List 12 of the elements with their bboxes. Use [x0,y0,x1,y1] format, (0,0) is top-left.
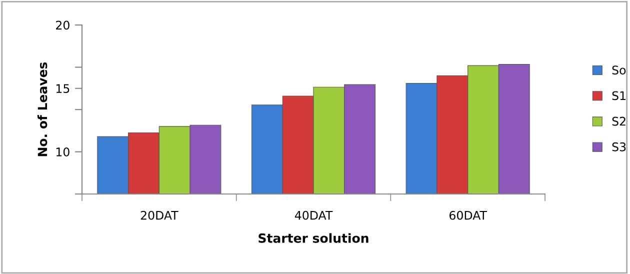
x-tick-label: 40DAT [294,210,333,220]
y-tick-label: 15 [56,84,70,94]
legend-label: S1 [612,91,626,100]
legend-label: So [612,66,626,75]
x-axis-title: Starter solution [258,233,368,243]
x-tick-label: 20DAT [140,210,178,220]
y-axis-title: No. of Leaves [38,62,48,156]
y-tick-label: 10 [56,148,70,156]
x-tick-label: 60DAT [450,210,488,220]
legend-label: S3 [612,142,626,152]
y-tick-label: 20 [56,20,70,30]
legend-label: S2 [612,116,626,126]
